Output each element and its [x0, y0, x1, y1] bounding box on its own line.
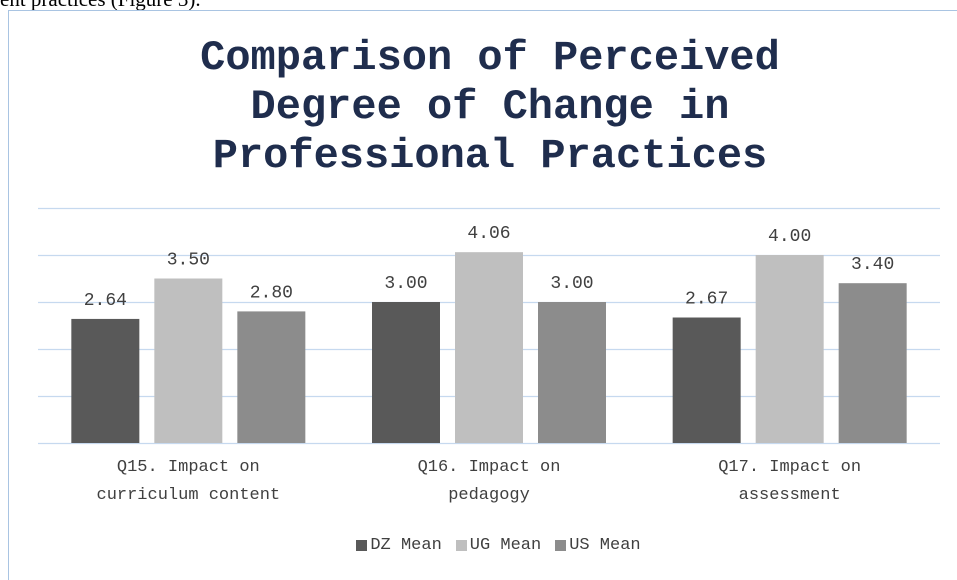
data-label: 4.00: [768, 227, 811, 247]
bar: [154, 278, 223, 443]
x-tick-label: Q17. Impact on assessment: [718, 458, 862, 505]
legend-entry: DZ Mean: [356, 536, 442, 555]
page-text: ent practices (Figure 3).: [0, 0, 201, 12]
legend-label: US Mean: [569, 536, 641, 555]
bar: [538, 302, 606, 443]
legend-swatch: [555, 540, 567, 551]
x-tick-label: Q15. Impact on curriculum content: [96, 458, 281, 505]
bar: [838, 283, 907, 443]
data-label: 3.00: [384, 274, 427, 294]
bar: [455, 252, 523, 443]
data-label: 2.64: [84, 291, 127, 311]
data-label: 2.67: [685, 290, 728, 310]
legend-label: UG Mean: [469, 536, 542, 555]
legend-entry: UG Mean: [455, 536, 542, 555]
bar: [237, 311, 306, 443]
legend-swatch: [455, 540, 467, 551]
bar: [672, 317, 741, 443]
legend-label: DZ Mean: [370, 536, 442, 555]
chart-title: Comparison of Perceived Degree of Change…: [200, 34, 780, 180]
data-label: 3.40: [851, 255, 894, 275]
bar: [71, 318, 140, 443]
legend-entry: US Mean: [555, 536, 641, 555]
bar: [755, 255, 824, 443]
bar: [372, 302, 440, 443]
data-label: 3.50: [167, 251, 210, 271]
legend-swatch: [356, 540, 368, 551]
legend: DZ Mean UG Mean US Mean: [0, 536, 957, 555]
data-label: 2.80: [250, 283, 293, 303]
data-label: 4.06: [467, 224, 510, 244]
data-label: 3.00: [550, 274, 593, 294]
x-tick-label: Q16. Impact on pedagogy: [417, 458, 561, 505]
